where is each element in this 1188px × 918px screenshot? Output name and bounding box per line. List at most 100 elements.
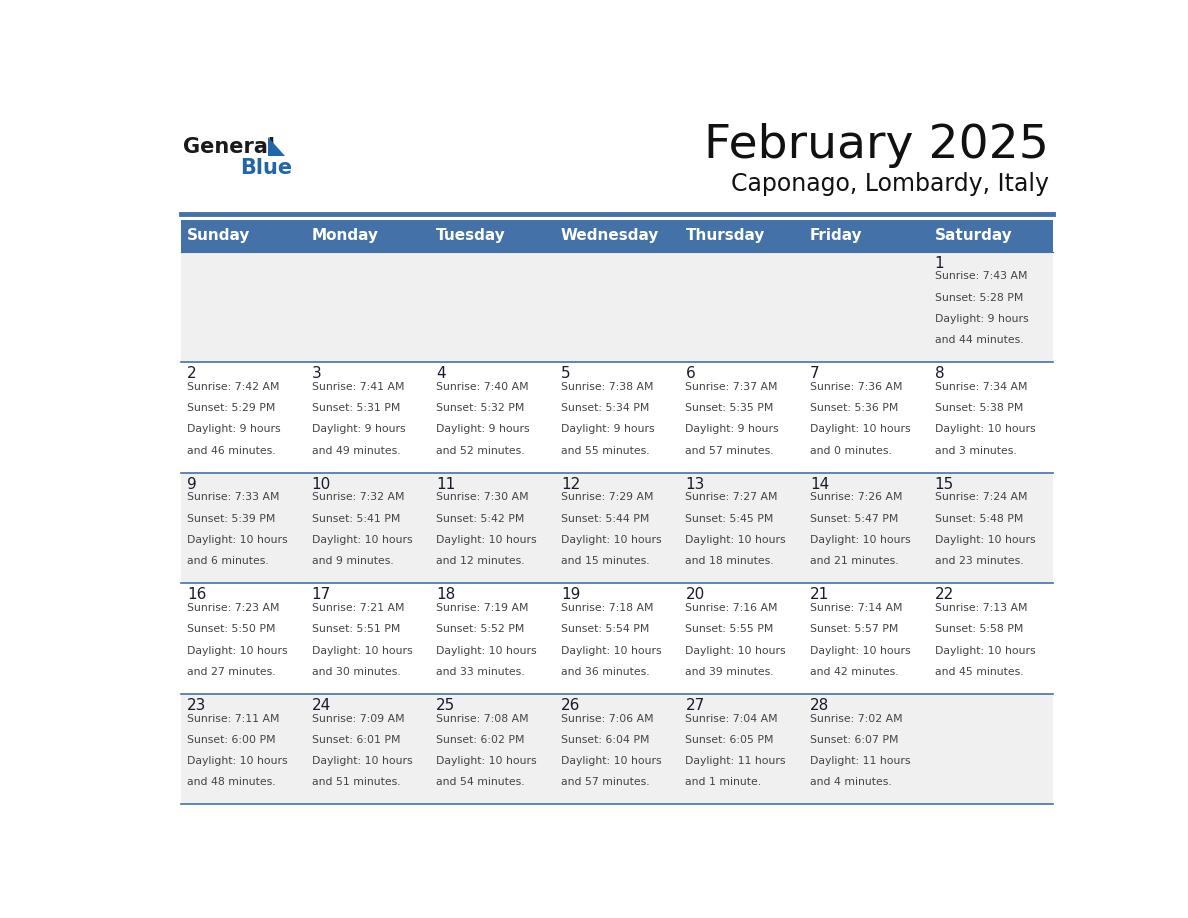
- Text: February 2025: February 2025: [704, 123, 1049, 168]
- Text: Daylight: 10 hours: Daylight: 10 hours: [685, 535, 786, 545]
- Text: Sunset: 5:47 PM: Sunset: 5:47 PM: [810, 514, 898, 523]
- Text: Daylight: 9 hours: Daylight: 9 hours: [311, 424, 405, 434]
- Text: Sunset: 5:31 PM: Sunset: 5:31 PM: [311, 403, 400, 413]
- Text: Tuesday: Tuesday: [436, 229, 506, 243]
- Text: Blue: Blue: [240, 158, 292, 178]
- Text: Sunrise: 7:34 AM: Sunrise: 7:34 AM: [935, 382, 1026, 392]
- Text: Sunset: 5:38 PM: Sunset: 5:38 PM: [935, 403, 1023, 413]
- Text: Sunset: 6:01 PM: Sunset: 6:01 PM: [311, 734, 400, 744]
- Text: Caponago, Lombardy, Italy: Caponago, Lombardy, Italy: [731, 173, 1049, 196]
- Text: Sunrise: 7:16 AM: Sunrise: 7:16 AM: [685, 603, 778, 613]
- Text: and 46 minutes.: and 46 minutes.: [188, 445, 276, 455]
- Text: Sunset: 6:07 PM: Sunset: 6:07 PM: [810, 734, 898, 744]
- Text: 23: 23: [188, 698, 207, 713]
- Text: Sunrise: 7:26 AM: Sunrise: 7:26 AM: [810, 492, 903, 502]
- Text: Daylight: 10 hours: Daylight: 10 hours: [188, 535, 287, 545]
- Text: Daylight: 10 hours: Daylight: 10 hours: [810, 535, 910, 545]
- Text: 13: 13: [685, 476, 704, 492]
- Text: Sunset: 5:44 PM: Sunset: 5:44 PM: [561, 514, 649, 523]
- Text: Sunset: 5:35 PM: Sunset: 5:35 PM: [685, 403, 773, 413]
- Text: and 54 minutes.: and 54 minutes.: [436, 778, 525, 788]
- Text: Sunset: 5:51 PM: Sunset: 5:51 PM: [311, 624, 400, 634]
- Text: and 52 minutes.: and 52 minutes.: [436, 445, 525, 455]
- Text: 4: 4: [436, 366, 446, 381]
- Text: Sunday: Sunday: [188, 229, 251, 243]
- Text: Sunrise: 7:04 AM: Sunrise: 7:04 AM: [685, 713, 778, 723]
- Text: Daylight: 9 hours: Daylight: 9 hours: [935, 314, 1028, 324]
- Text: 8: 8: [935, 366, 944, 381]
- Text: and 57 minutes.: and 57 minutes.: [685, 445, 775, 455]
- Bar: [430, 219, 555, 252]
- Text: 3: 3: [311, 366, 322, 381]
- Text: Daylight: 10 hours: Daylight: 10 hours: [561, 645, 662, 655]
- Text: and 45 minutes.: and 45 minutes.: [935, 666, 1023, 677]
- Text: and 48 minutes.: and 48 minutes.: [188, 778, 276, 788]
- Text: Sunrise: 7:27 AM: Sunrise: 7:27 AM: [685, 492, 778, 502]
- Text: 28: 28: [810, 698, 829, 713]
- Text: 6: 6: [685, 366, 695, 381]
- Text: Sunset: 6:04 PM: Sunset: 6:04 PM: [561, 734, 650, 744]
- Text: and 15 minutes.: and 15 minutes.: [561, 556, 650, 566]
- Bar: [181, 694, 1053, 804]
- Text: Sunset: 5:50 PM: Sunset: 5:50 PM: [188, 624, 276, 634]
- Text: 22: 22: [935, 588, 954, 602]
- Text: Sunset: 5:58 PM: Sunset: 5:58 PM: [935, 624, 1023, 634]
- Text: Daylight: 9 hours: Daylight: 9 hours: [561, 424, 655, 434]
- Text: Sunrise: 7:08 AM: Sunrise: 7:08 AM: [436, 713, 529, 723]
- Text: and 44 minutes.: and 44 minutes.: [935, 335, 1023, 345]
- Text: Sunset: 6:00 PM: Sunset: 6:00 PM: [188, 734, 276, 744]
- Text: Sunrise: 7:19 AM: Sunrise: 7:19 AM: [436, 603, 529, 613]
- Text: Saturday: Saturday: [935, 229, 1012, 243]
- Text: Sunrise: 7:11 AM: Sunrise: 7:11 AM: [188, 713, 279, 723]
- Text: 14: 14: [810, 476, 829, 492]
- Bar: [181, 219, 305, 252]
- Polygon shape: [268, 137, 285, 156]
- Bar: [181, 473, 1053, 583]
- Text: Sunrise: 7:41 AM: Sunrise: 7:41 AM: [311, 382, 404, 392]
- Text: Daylight: 10 hours: Daylight: 10 hours: [311, 756, 412, 766]
- Text: and 9 minutes.: and 9 minutes.: [311, 556, 393, 566]
- Text: 12: 12: [561, 476, 580, 492]
- Text: Sunset: 5:42 PM: Sunset: 5:42 PM: [436, 514, 525, 523]
- Text: and 0 minutes.: and 0 minutes.: [810, 445, 892, 455]
- Text: and 12 minutes.: and 12 minutes.: [436, 556, 525, 566]
- Text: Daylight: 11 hours: Daylight: 11 hours: [685, 756, 786, 766]
- Text: Sunrise: 7:30 AM: Sunrise: 7:30 AM: [436, 492, 529, 502]
- Text: Daylight: 10 hours: Daylight: 10 hours: [188, 756, 287, 766]
- Text: 25: 25: [436, 698, 455, 713]
- Bar: [181, 362, 1053, 473]
- Text: Sunset: 5:28 PM: Sunset: 5:28 PM: [935, 293, 1023, 303]
- Text: Sunrise: 7:32 AM: Sunrise: 7:32 AM: [311, 492, 404, 502]
- Text: 24: 24: [311, 698, 331, 713]
- Text: 27: 27: [685, 698, 704, 713]
- Text: Sunrise: 7:09 AM: Sunrise: 7:09 AM: [311, 713, 404, 723]
- Text: Daylight: 9 hours: Daylight: 9 hours: [685, 424, 779, 434]
- Text: Daylight: 9 hours: Daylight: 9 hours: [188, 424, 280, 434]
- Text: Sunset: 5:48 PM: Sunset: 5:48 PM: [935, 514, 1023, 523]
- Text: Daylight: 10 hours: Daylight: 10 hours: [810, 645, 910, 655]
- Text: Sunset: 5:36 PM: Sunset: 5:36 PM: [810, 403, 898, 413]
- Bar: [555, 219, 680, 252]
- Text: Daylight: 10 hours: Daylight: 10 hours: [436, 645, 537, 655]
- Text: General: General: [183, 137, 276, 157]
- Text: Sunset: 5:34 PM: Sunset: 5:34 PM: [561, 403, 649, 413]
- Text: Daylight: 10 hours: Daylight: 10 hours: [935, 645, 1035, 655]
- Text: Daylight: 10 hours: Daylight: 10 hours: [561, 535, 662, 545]
- Text: Sunset: 5:55 PM: Sunset: 5:55 PM: [685, 624, 773, 634]
- Text: Sunrise: 7:02 AM: Sunrise: 7:02 AM: [810, 713, 903, 723]
- Text: Sunrise: 7:29 AM: Sunrise: 7:29 AM: [561, 492, 653, 502]
- Text: Sunrise: 7:18 AM: Sunrise: 7:18 AM: [561, 603, 653, 613]
- Text: 18: 18: [436, 588, 455, 602]
- Text: Sunset: 5:52 PM: Sunset: 5:52 PM: [436, 624, 525, 634]
- Text: Monday: Monday: [311, 229, 379, 243]
- Text: 21: 21: [810, 588, 829, 602]
- Text: and 23 minutes.: and 23 minutes.: [935, 556, 1023, 566]
- Text: Sunrise: 7:23 AM: Sunrise: 7:23 AM: [188, 603, 279, 613]
- Text: Friday: Friday: [810, 229, 862, 243]
- Bar: [928, 219, 1053, 252]
- Text: and 39 minutes.: and 39 minutes.: [685, 666, 775, 677]
- Bar: [305, 219, 430, 252]
- Bar: [181, 583, 1053, 694]
- Text: and 3 minutes.: and 3 minutes.: [935, 445, 1016, 455]
- Text: Sunrise: 7:24 AM: Sunrise: 7:24 AM: [935, 492, 1026, 502]
